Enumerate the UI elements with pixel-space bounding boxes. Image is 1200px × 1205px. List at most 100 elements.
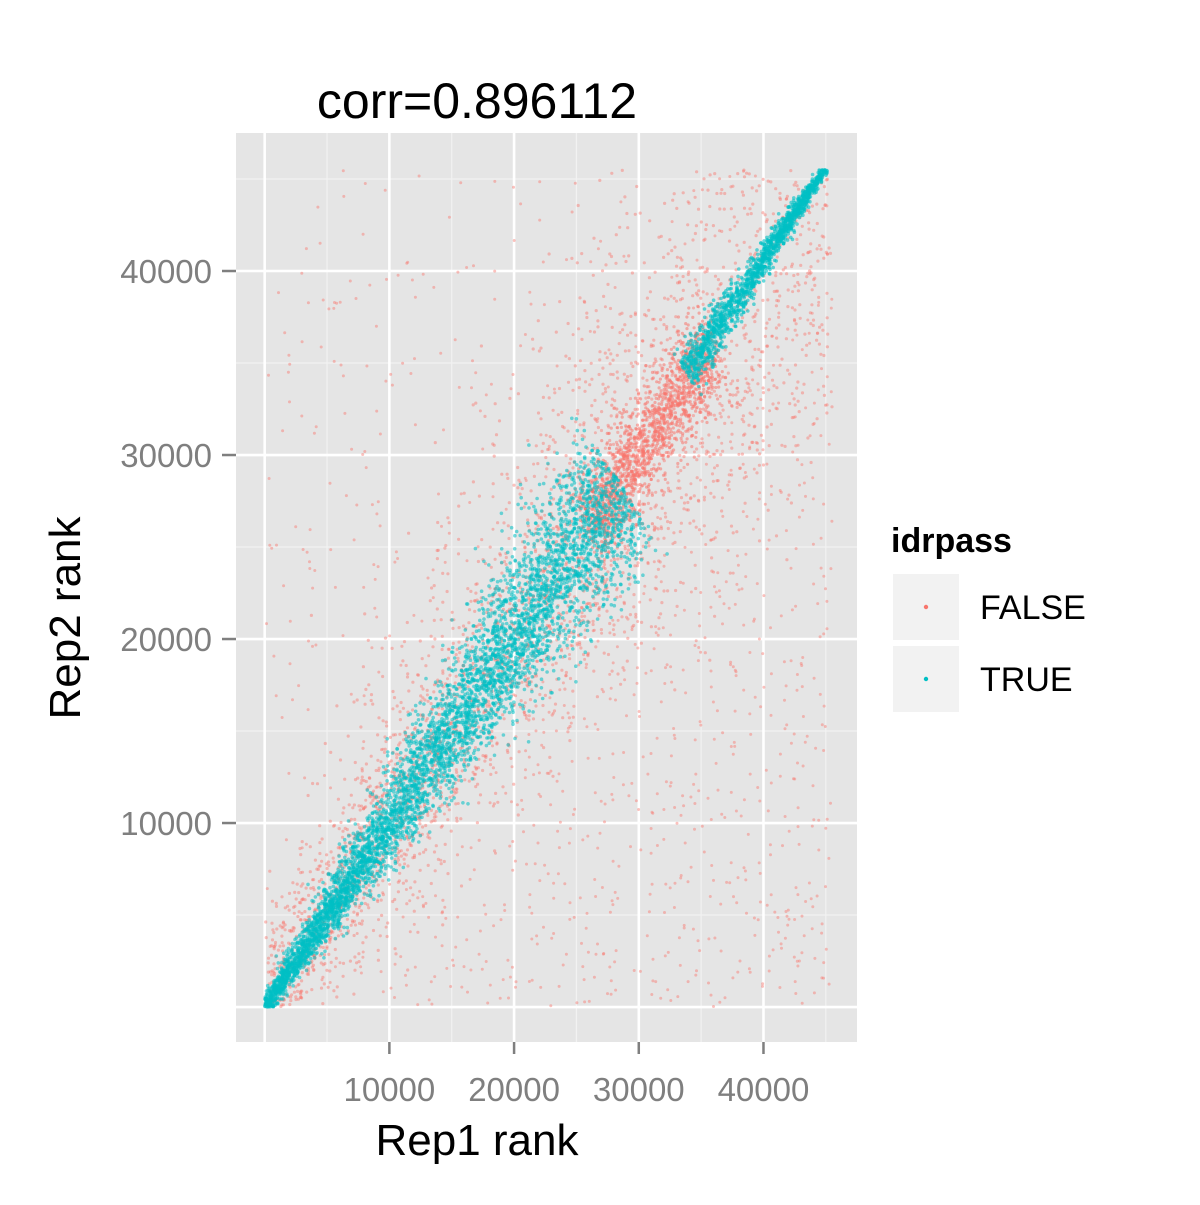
data-point xyxy=(375,410,378,413)
data-point xyxy=(296,883,299,886)
data-point xyxy=(691,316,694,319)
data-point xyxy=(729,440,732,443)
data-point xyxy=(344,827,347,830)
data-point xyxy=(662,626,665,629)
data-point xyxy=(625,714,628,717)
data-point xyxy=(514,860,517,863)
data-point xyxy=(743,433,746,436)
data-point xyxy=(619,472,622,475)
data-point xyxy=(489,773,492,776)
data-point xyxy=(612,359,615,362)
data-point xyxy=(413,910,416,913)
data-point xyxy=(414,296,417,299)
data-point xyxy=(743,175,746,178)
data-point xyxy=(698,949,701,952)
data-point xyxy=(596,417,599,420)
data-point xyxy=(292,929,295,932)
data-point xyxy=(634,313,637,316)
data-point xyxy=(697,499,700,502)
data-point xyxy=(669,337,672,340)
data-point xyxy=(653,419,656,422)
data-point xyxy=(520,699,523,702)
data-point xyxy=(748,712,751,715)
data-point xyxy=(718,1001,721,1004)
data-point xyxy=(713,414,716,417)
data-point xyxy=(758,184,761,187)
data-point xyxy=(699,724,702,727)
data-point xyxy=(351,806,354,809)
data-point xyxy=(675,207,678,210)
data-point xyxy=(594,468,597,471)
data-point xyxy=(748,246,751,249)
data-point xyxy=(648,489,651,492)
data-point xyxy=(431,645,434,648)
data-point xyxy=(794,992,797,995)
data-point xyxy=(377,716,380,719)
data-point xyxy=(595,309,598,312)
data-point xyxy=(690,551,693,554)
data-point xyxy=(579,646,582,649)
data-point xyxy=(626,637,629,640)
data-point xyxy=(753,320,756,323)
data-point xyxy=(776,290,779,293)
data-point xyxy=(697,789,700,792)
data-point xyxy=(678,424,681,427)
data-point xyxy=(643,467,646,470)
data-point xyxy=(640,642,643,645)
data-point xyxy=(432,690,435,693)
data-point xyxy=(684,441,687,444)
data-point xyxy=(559,821,562,824)
data-point xyxy=(345,494,348,497)
data-point xyxy=(821,922,824,925)
data-point xyxy=(751,393,754,396)
data-point xyxy=(710,686,713,689)
data-point xyxy=(768,970,771,973)
data-point xyxy=(551,663,554,666)
data-point xyxy=(622,457,625,460)
data-point xyxy=(794,363,797,366)
data-point xyxy=(469,969,472,972)
data-point xyxy=(612,628,615,631)
data-point xyxy=(660,341,663,344)
data-point xyxy=(417,674,420,677)
data-point xyxy=(567,322,570,325)
data-point xyxy=(679,530,682,533)
data-point xyxy=(585,666,588,669)
data-point xyxy=(697,305,700,308)
data-point xyxy=(648,430,651,433)
data-point xyxy=(511,765,514,768)
data-point xyxy=(682,401,685,404)
data-point xyxy=(297,891,300,894)
data-point xyxy=(384,637,387,640)
data-point xyxy=(695,458,698,461)
data-point xyxy=(821,329,824,332)
data-point xyxy=(586,912,589,915)
data-point xyxy=(631,365,634,368)
data-point xyxy=(612,373,615,376)
data-point xyxy=(654,437,657,440)
data-point xyxy=(512,373,515,376)
data-point xyxy=(371,703,374,706)
data-point xyxy=(759,901,762,904)
data-point xyxy=(619,453,622,456)
data-point xyxy=(819,693,822,696)
data-point xyxy=(644,397,647,400)
data-point xyxy=(684,396,687,399)
data-point xyxy=(282,584,285,587)
data-point xyxy=(635,523,638,526)
data-point xyxy=(433,619,436,622)
data-point xyxy=(677,479,680,482)
data-point xyxy=(720,188,723,191)
data-point xyxy=(752,620,755,623)
data-point xyxy=(410,844,413,847)
data-point xyxy=(592,237,595,240)
data-point xyxy=(694,410,697,413)
data-point xyxy=(634,483,637,486)
data-point xyxy=(735,344,738,347)
data-point xyxy=(279,924,282,927)
data-point xyxy=(327,986,330,989)
data-point xyxy=(787,288,790,291)
data-point xyxy=(655,469,658,472)
data-point xyxy=(765,345,768,348)
